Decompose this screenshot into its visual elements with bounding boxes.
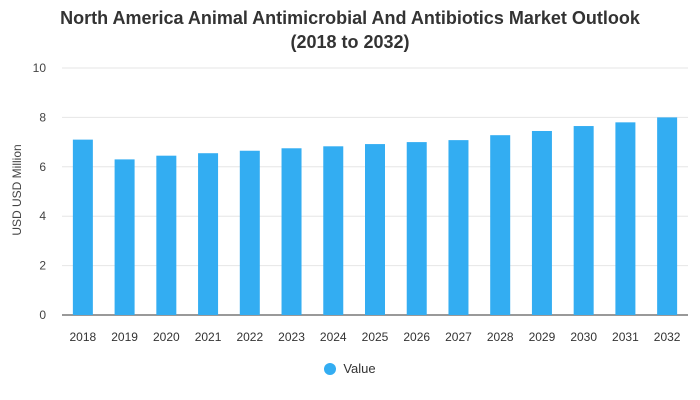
bar-2021 — [198, 153, 219, 315]
y-axis-ticks: 0 2 4 6 8 10 — [33, 61, 47, 322]
x-tick-label: 2032 — [654, 330, 681, 344]
bar-2022 — [239, 150, 260, 315]
bar-2024 — [323, 146, 344, 315]
bar-2020 — [156, 155, 177, 315]
bar-2018 — [72, 139, 93, 315]
x-axis-ticks: 2018 2019 2020 2021 2022 2023 2024 2025 2026 2027… — [70, 330, 681, 344]
y-tick-label: 2 — [39, 259, 46, 273]
x-tick-label: 2026 — [403, 330, 430, 344]
bar-2026 — [406, 142, 427, 315]
bar-series — [72, 117, 678, 316]
bar-2028 — [490, 135, 511, 315]
bar-2025 — [365, 144, 385, 315]
x-tick-label: 2028 — [487, 330, 514, 344]
legend: Value — [0, 361, 700, 376]
x-tick-label: 2025 — [362, 330, 389, 344]
chart-title-line-1: North America Animal Antimicrobial And A… — [60, 8, 640, 28]
x-tick-label: 2030 — [570, 330, 597, 344]
bar-2029 — [531, 130, 552, 315]
y-tick-label: 8 — [39, 110, 46, 124]
bar-2032 — [657, 117, 678, 316]
x-tick-label: 2023 — [278, 330, 305, 344]
x-tick-label: 2027 — [445, 330, 472, 344]
bar-2023 — [281, 148, 302, 315]
x-tick-label: 2029 — [529, 330, 556, 344]
legend-swatch — [324, 362, 337, 375]
chart-title: North America Animal Antimicrobial And A… — [0, 6, 700, 54]
x-tick-label: 2018 — [70, 330, 97, 344]
x-tick-label: 2021 — [195, 330, 222, 344]
x-tick-label: 2022 — [236, 330, 263, 344]
y-tick-label: 6 — [39, 160, 46, 174]
bar-2027 — [448, 140, 469, 315]
bar-2030 — [573, 126, 594, 315]
x-tick-label: 2024 — [320, 330, 347, 344]
y-tick-label: 0 — [39, 308, 46, 322]
y-tick-label: 10 — [33, 61, 47, 75]
chart-title-line-2: (2018 to 2032) — [290, 32, 410, 52]
bar-2019 — [114, 159, 135, 315]
x-tick-label: 2031 — [612, 330, 639, 344]
bar-2031 — [615, 122, 636, 315]
legend-label: Value — [343, 361, 376, 376]
y-tick-label: 4 — [39, 209, 46, 223]
x-tick-label: 2020 — [153, 330, 180, 344]
x-tick-label: 2019 — [111, 330, 138, 344]
